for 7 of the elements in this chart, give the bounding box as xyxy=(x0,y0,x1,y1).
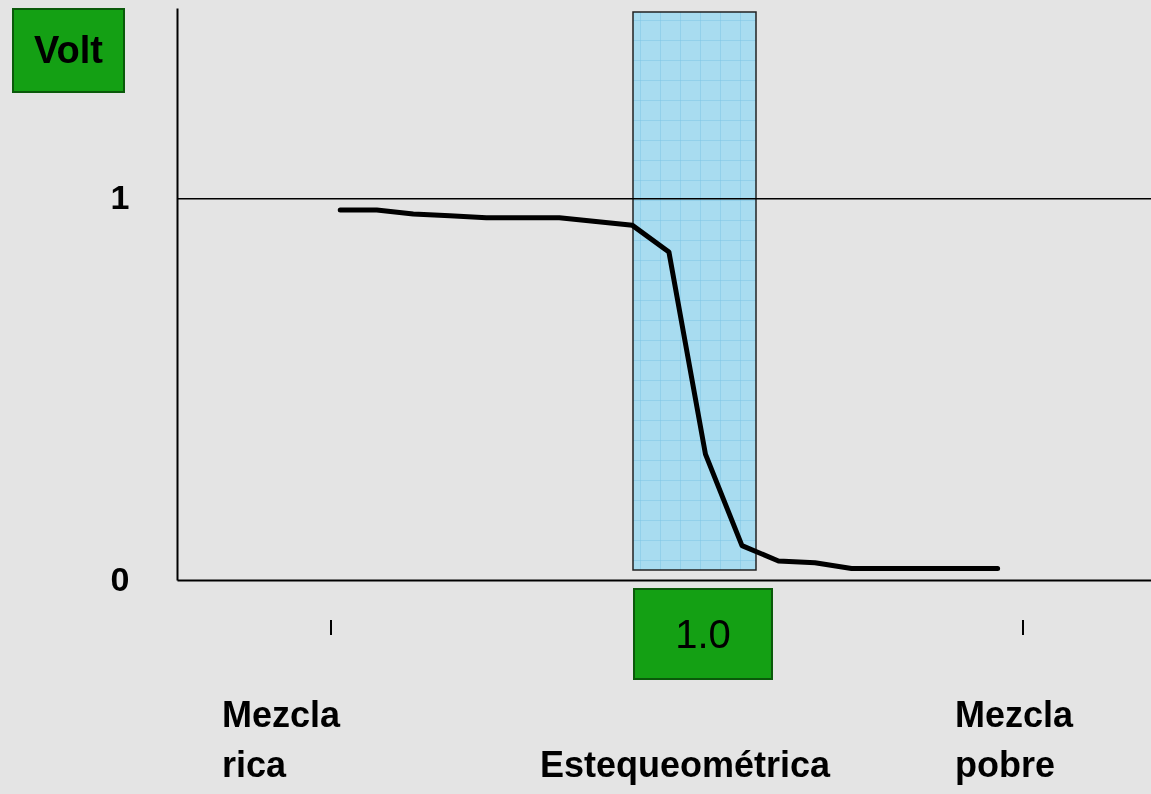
text: Mezcla pobre xyxy=(955,693,1075,787)
y-axis-title: Volt xyxy=(12,8,125,93)
text: Estequeométrica xyxy=(540,743,832,787)
text: 1.0 xyxy=(633,588,773,680)
y-tick-label: 1 xyxy=(110,178,130,217)
text: Mezcla rica xyxy=(222,693,342,787)
y-tick-label: 0 xyxy=(110,559,130,598)
